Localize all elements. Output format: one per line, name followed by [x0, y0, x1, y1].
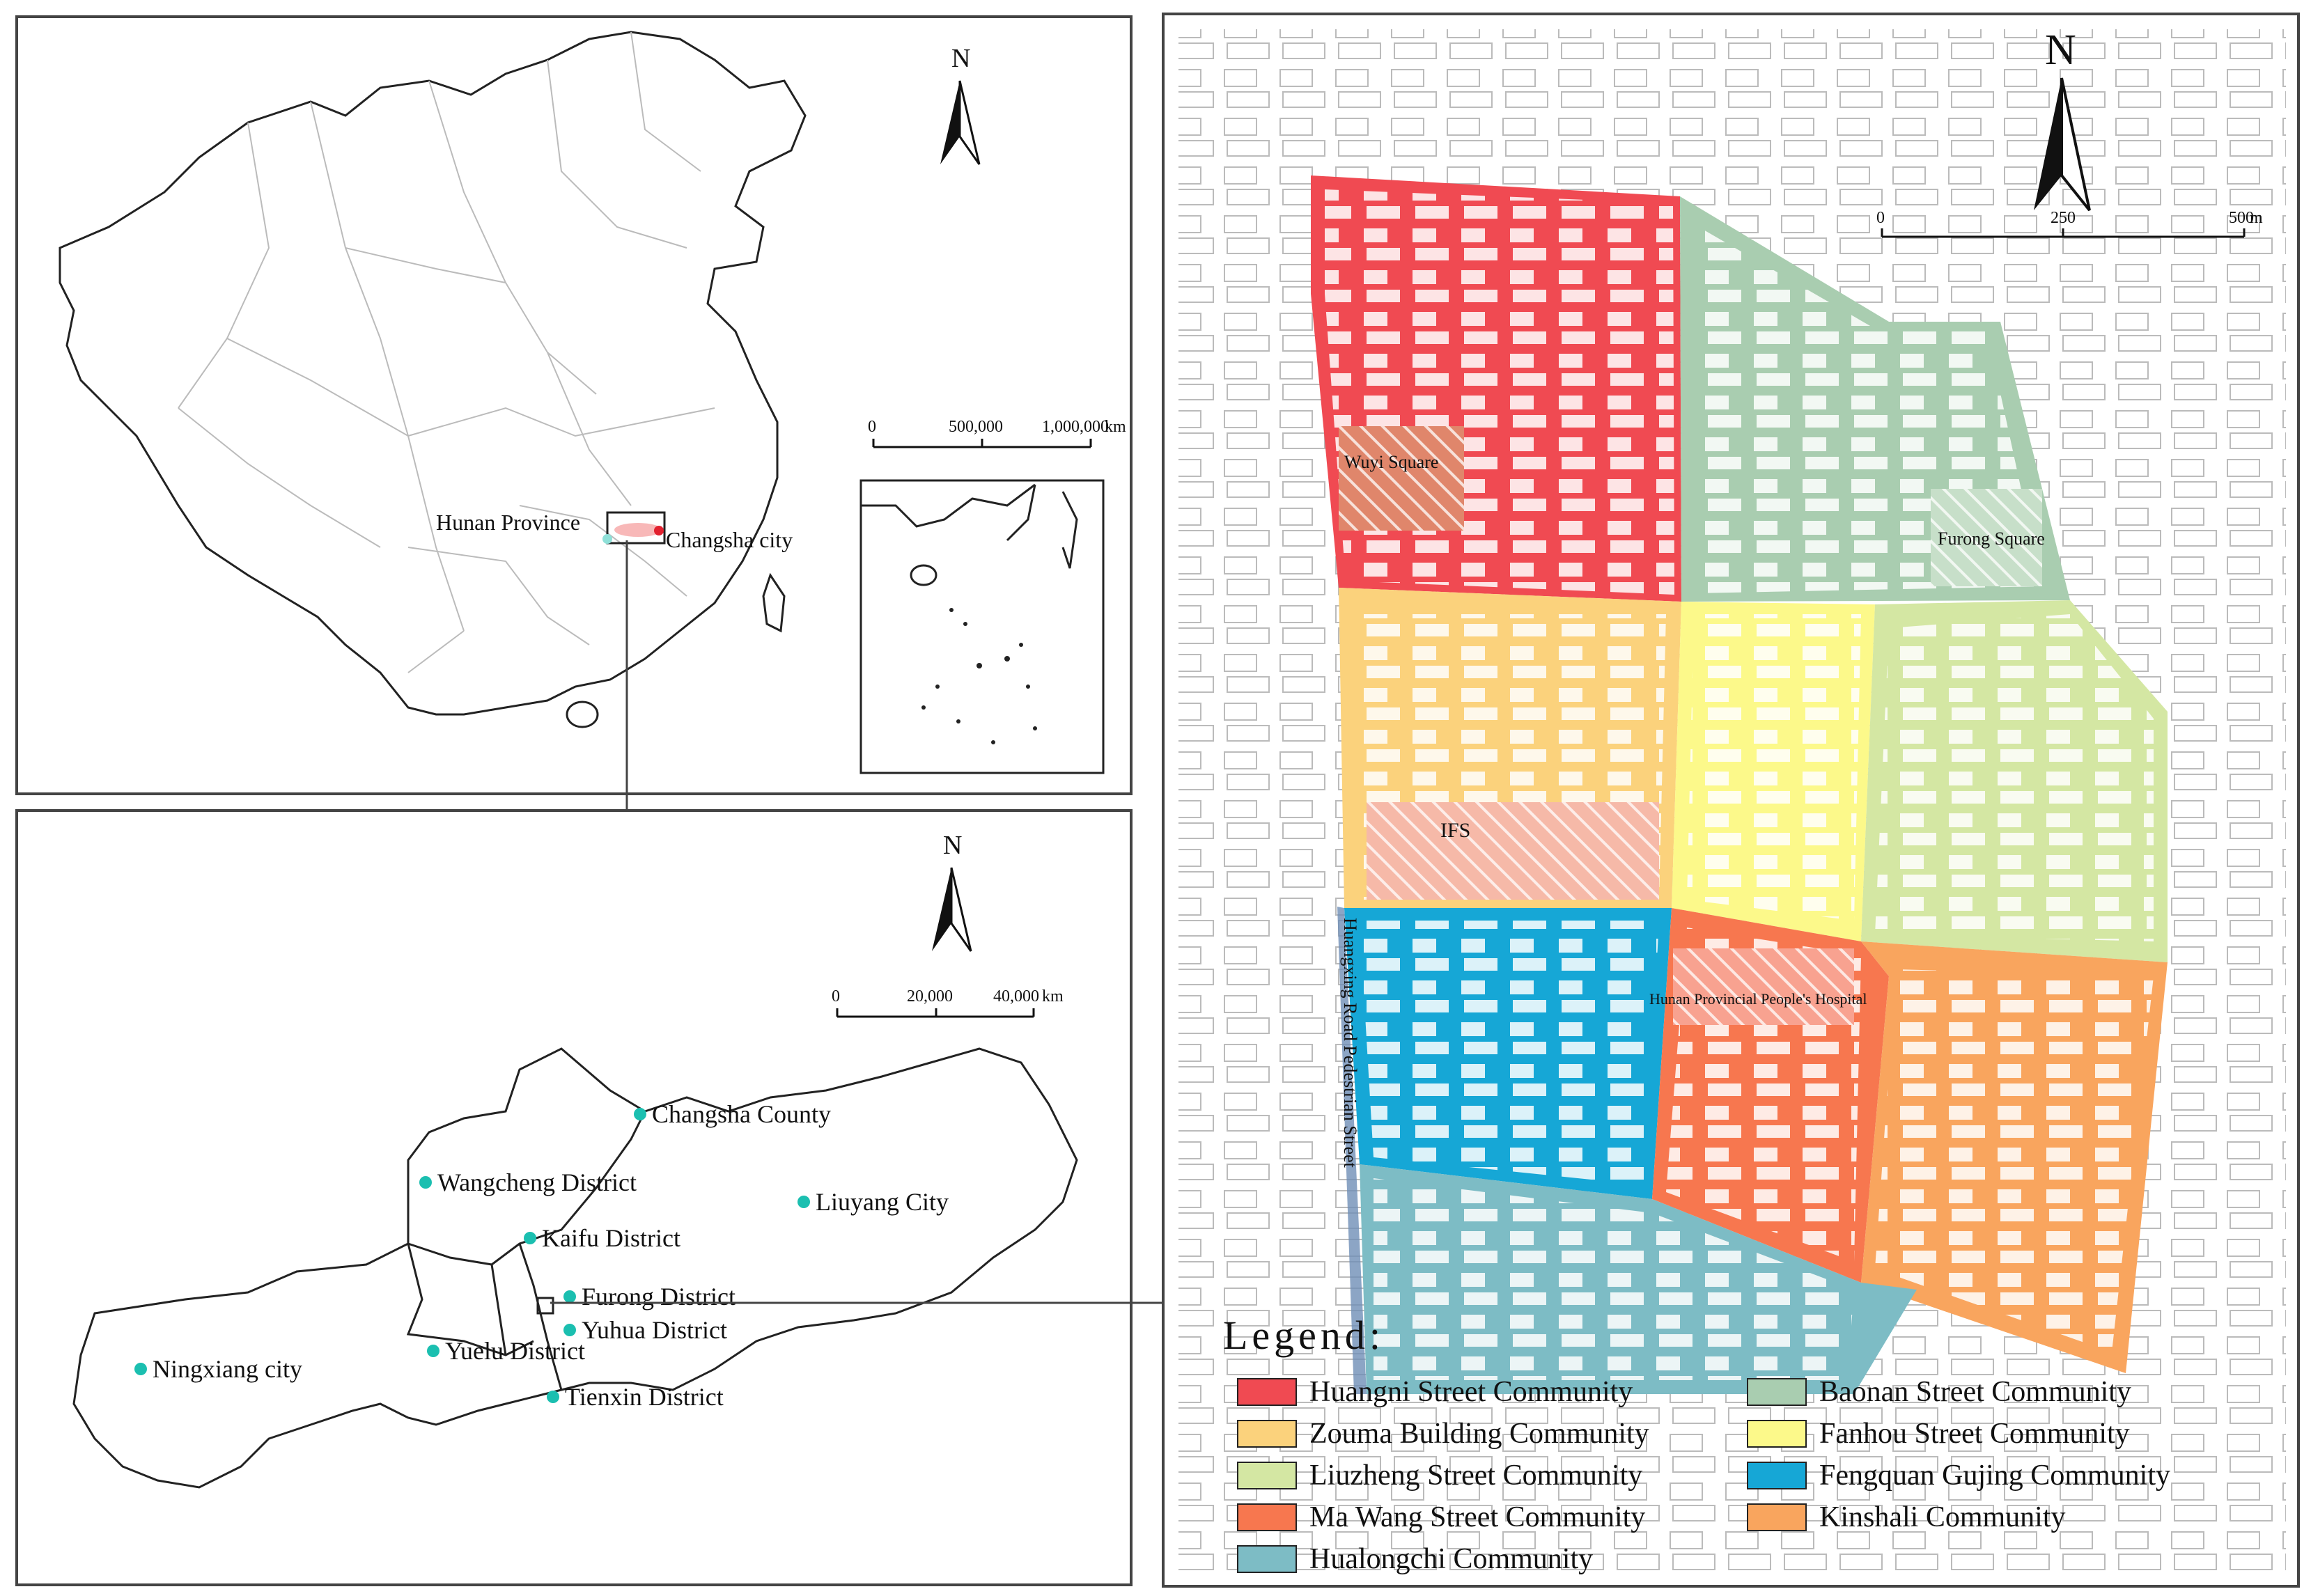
taiwan-island	[762, 572, 786, 633]
svg-text:0: 0	[868, 418, 876, 436]
legend-label: Huangni Street Community	[1309, 1376, 1633, 1408]
legend-label: Fanhou Street Community	[1819, 1418, 2130, 1450]
study-area-box	[536, 1297, 554, 1315]
legend-label: Hualongchi Community	[1309, 1543, 1594, 1575]
china-scale-bar: 0 500,000 1,000,000 km	[868, 418, 1126, 448]
study-scale-bar: 0 250 500 m	[1876, 209, 2263, 238]
hospital-label: Hunan Provincial People's Hospital	[1649, 990, 1867, 1008]
inset-coast	[861, 483, 1078, 586]
legend-label: Kinshali Community	[1819, 1501, 2066, 1533]
changsha-locator-box	[606, 511, 666, 545]
svg-text:km: km	[1042, 987, 1064, 1006]
legend-label: Zouma Building Community	[1309, 1418, 1649, 1450]
district-label: Yuhua District	[582, 1316, 727, 1344]
legend-swatch	[1237, 1378, 1297, 1406]
legend-swatch	[1747, 1378, 1807, 1406]
legend-swatch	[1237, 1420, 1297, 1448]
legend-label: Fengquan Gujing Community	[1819, 1460, 2170, 1492]
study-area-svg: Wuyi Square Furong Square IFS Hunan Prov…	[1178, 26, 2286, 1575]
svg-text:N: N	[2045, 26, 2076, 74]
svg-text:20,000: 20,000	[907, 987, 953, 1006]
china-map-panel: Hunan Province Changsha city N 0 500,000…	[15, 15, 1133, 795]
legend-item-liuzheng: Liuzheng Street Community	[1237, 1460, 1642, 1492]
svg-text:250: 250	[2051, 209, 2076, 227]
hunan-label: Hunan Province	[436, 510, 580, 535]
legend-swatch	[1747, 1462, 1807, 1489]
legend-swatch	[1747, 1420, 1807, 1448]
hunan-marker	[602, 534, 612, 544]
legend-item-hualongchi: Hualongchi Community	[1237, 1543, 1593, 1575]
district-label: Wangcheng District	[437, 1168, 637, 1196]
legend-item-mawang: Ma Wang Street Community	[1237, 1501, 1645, 1533]
legend-item-huangni: Huangni Street Community	[1237, 1376, 1633, 1408]
china-map-svg: Hunan Province Changsha city N 0 500,000…	[59, 31, 1126, 774]
svg-text:1,000,000: 1,000,000	[1042, 418, 1109, 436]
furong-square-label: Furong Square	[1938, 529, 2045, 549]
hunan-highlight	[614, 523, 662, 537]
changsha-map-svg: Changsha County Wangcheng District Liuya…	[72, 831, 1078, 1489]
ifs-label: IFS	[1440, 819, 1470, 842]
china-outline	[59, 31, 807, 716]
district-label: Ningxiang city	[153, 1355, 302, 1383]
district-label: Furong District	[582, 1283, 736, 1311]
changsha-outline	[72, 1047, 1078, 1489]
inset-islands	[921, 608, 1037, 744]
legend-label: Liuzheng Street Community	[1309, 1460, 1643, 1492]
district-label: Liuyang City	[816, 1188, 949, 1216]
wuyi-square-label: Wuyi Square	[1344, 452, 1438, 472]
legend-item-baonan: Baonan Street Community	[1747, 1376, 2131, 1408]
svg-text:N: N	[951, 44, 970, 73]
changsha-marker	[654, 526, 664, 535]
legend-title: Legend:	[1223, 1313, 1385, 1358]
district-boundaries	[406, 1111, 646, 1391]
legend-item-fengquan: Fengquan Gujing Community	[1747, 1460, 2170, 1492]
north-arrow-icon: N	[2034, 26, 2091, 212]
svg-text:m: m	[2250, 209, 2263, 227]
svg-text:N: N	[943, 831, 962, 860]
legend-item-kinshali: Kinshali Community	[1747, 1501, 2066, 1533]
district-label: Tienxin District	[565, 1383, 724, 1411]
pedestrian-street	[1337, 907, 1367, 1394]
legend-label: Ma Wang Street Community	[1309, 1501, 1646, 1533]
svg-text:500: 500	[2229, 209, 2254, 227]
changsha-scale-bar: 0 20,000 40,000 km	[832, 987, 1064, 1018]
svg-text:0: 0	[1876, 209, 1885, 227]
legend-swatch	[1237, 1545, 1297, 1573]
study-area-panel: Wuyi Square Furong Square IFS Hunan Prov…	[1162, 13, 2300, 1588]
district-label: Changsha County	[652, 1100, 831, 1128]
legend-swatch	[1237, 1462, 1297, 1489]
north-arrow-icon: N	[940, 44, 981, 165]
hainan-island	[566, 701, 599, 728]
district-label: Kaifu District	[542, 1224, 680, 1252]
district-label: Yuelu District	[445, 1337, 585, 1365]
svg-text:0: 0	[832, 987, 840, 1006]
legend-label: Baonan Street Community	[1819, 1376, 2131, 1408]
changsha-label: Changsha city	[666, 527, 793, 552]
province-boundaries	[178, 31, 715, 673]
legend-item-zouma: Zouma Building Community	[1237, 1418, 1649, 1450]
district-markers: Changsha County Wangcheng District Liuya…	[134, 1100, 949, 1411]
svg-text:km: km	[1105, 418, 1126, 436]
svg-text:500,000: 500,000	[949, 418, 1003, 436]
north-arrow-icon: N	[932, 831, 972, 952]
south-china-sea-inset	[859, 479, 1105, 774]
pedestrian-street-label: Huangxing Road Pedestrian Street	[1340, 918, 1360, 1168]
legend-swatch	[1237, 1503, 1297, 1531]
legend-swatch	[1747, 1503, 1807, 1531]
changsha-map-panel: Changsha County Wangcheng District Liuya…	[15, 809, 1133, 1586]
legend-item-fanhou: Fanhou Street Community	[1747, 1418, 2130, 1450]
svg-text:40,000: 40,000	[993, 987, 1039, 1006]
